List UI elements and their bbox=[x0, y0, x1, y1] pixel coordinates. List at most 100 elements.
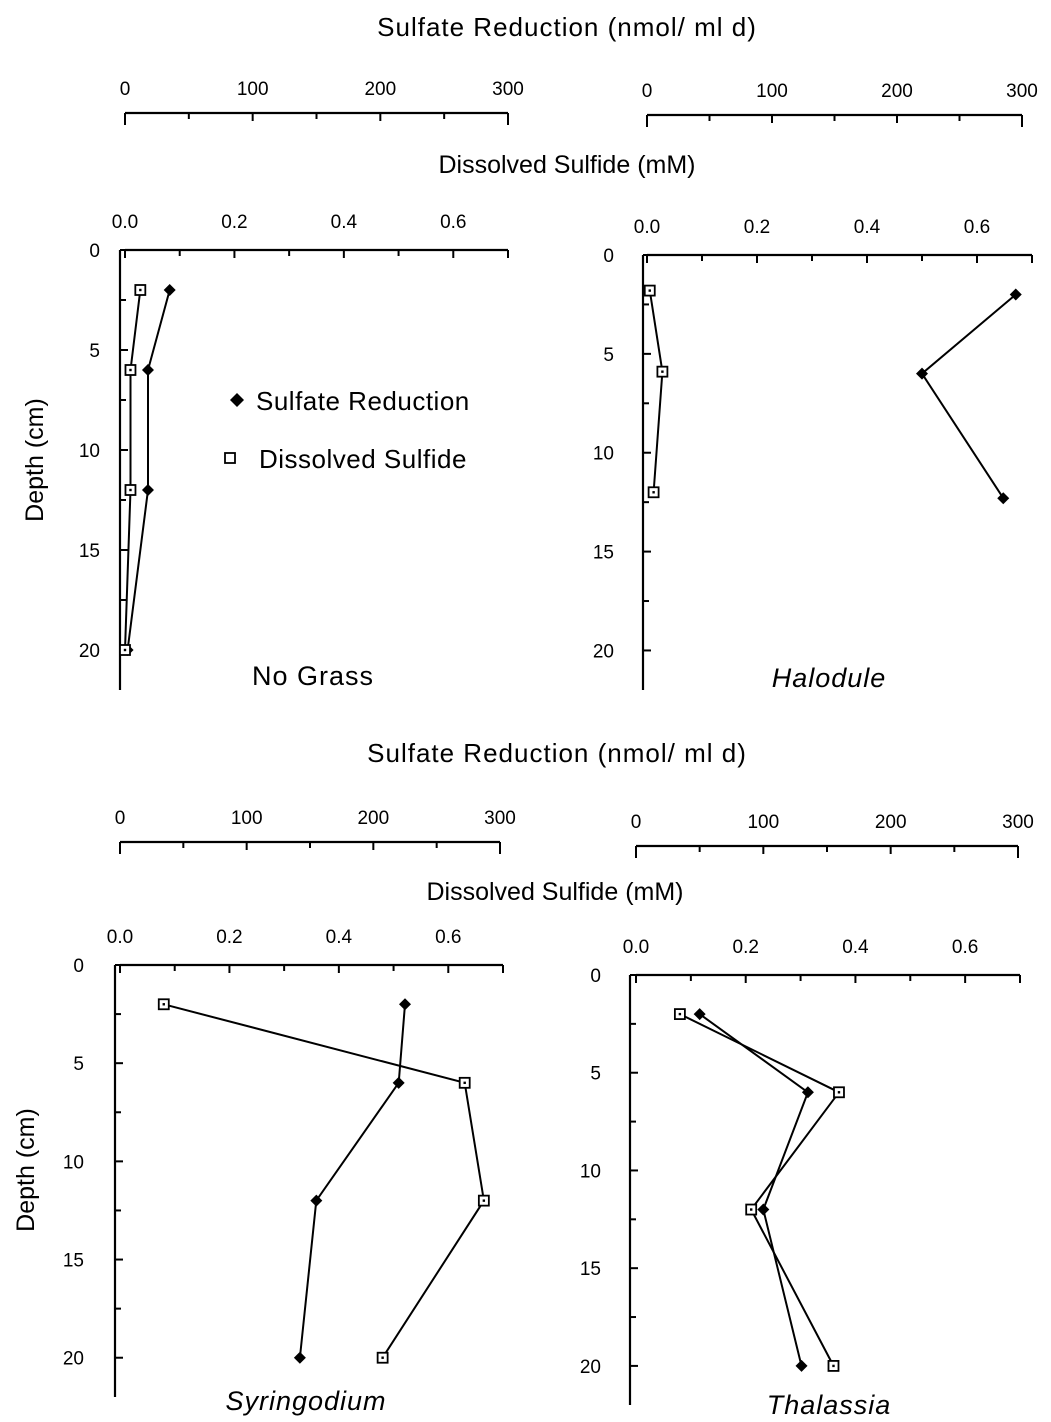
depth-tick-label: 15 bbox=[63, 1251, 84, 1272]
ds-tick-label: 0.0 bbox=[112, 212, 138, 233]
sulfate-reduction-point bbox=[997, 492, 1010, 505]
depth-tick-label: 20 bbox=[580, 1357, 601, 1378]
sulfate-reduction-point bbox=[916, 367, 928, 380]
ds-tick-label: 0.4 bbox=[842, 937, 869, 958]
sulfate-reduction-point bbox=[399, 998, 411, 1011]
depth-tick-label: 20 bbox=[79, 641, 100, 662]
sr-tick-label: 100 bbox=[756, 81, 788, 102]
ds-tick-label: 0.0 bbox=[634, 217, 660, 238]
sr-tick-label: 0 bbox=[120, 79, 131, 100]
panel-2: 0 100 200 300 0.0 0.2 0.4 0.6 0 5 10 15 20 Halodule bbox=[593, 81, 1038, 693]
header-sulfate-reduction-top: Sulfate Reduction (nmol/ ml d) bbox=[377, 12, 757, 42]
header-sulfate-reduction-bottom: Sulfate Reduction (nmol/ ml d) bbox=[367, 738, 747, 768]
dissolved-sulfide-point-center bbox=[463, 1081, 466, 1085]
ds-tick-label: 0.4 bbox=[326, 927, 353, 948]
depth-tick-label: 0 bbox=[89, 241, 100, 262]
sr-tick-label: 100 bbox=[231, 808, 263, 829]
depth-tick-label: 10 bbox=[63, 1152, 84, 1173]
depth-tick-label: 0 bbox=[73, 956, 84, 977]
dissolved-sulfide-point-center bbox=[129, 368, 132, 372]
legend-marker-dissolved-sulfide bbox=[224, 452, 236, 464]
header-dissolved-sulfide-bottom: Dissolved Sulfide (mM) bbox=[426, 878, 683, 906]
dissolved-sulfide-line bbox=[648, 290, 664, 493]
sr-tick-label: 200 bbox=[875, 812, 907, 833]
sulfate-reduction-point bbox=[795, 1359, 808, 1372]
sr-tick-label: 300 bbox=[1006, 81, 1038, 102]
dissolved-sulfide-point-center bbox=[678, 1012, 682, 1016]
legend-marker-sulfate-reduction bbox=[230, 393, 244, 407]
sulfate-reduction-point bbox=[392, 1076, 405, 1089]
legend: Sulfate Reduction Dissolved Sulfide bbox=[224, 386, 470, 474]
ds-tick-label: 0.0 bbox=[623, 937, 649, 958]
dissolved-sulfide-point-center bbox=[123, 648, 127, 652]
ds-tick-label: 0.2 bbox=[733, 937, 759, 958]
sr-tick-label: 300 bbox=[484, 808, 516, 829]
ds-tick-label: 0.4 bbox=[854, 217, 881, 238]
dissolved-sulfide-point-center bbox=[661, 370, 664, 373]
sr-tick-label: 300 bbox=[1002, 812, 1034, 833]
header-dissolved-sulfide-top: Dissolved Sulfide (mM) bbox=[438, 151, 695, 179]
sr-tick-label: 100 bbox=[237, 79, 269, 100]
sulfate-reduction-point bbox=[141, 484, 154, 496]
ds-tick-label: 0.0 bbox=[107, 927, 133, 948]
panel-1: 0 100 200 300 0.0 0.2 0.4 0.6 0 5 10 15 20 No Grass bbox=[79, 79, 524, 691]
sr-tick-label: 0 bbox=[115, 808, 126, 829]
sulfate-reduction-point bbox=[141, 364, 154, 376]
sr-tick-label: 200 bbox=[357, 808, 389, 829]
depth-tick-label: 15 bbox=[580, 1259, 601, 1280]
depth-tick-label: 5 bbox=[73, 1054, 84, 1075]
panel-title: Thalassia bbox=[767, 1390, 892, 1420]
sr-tick-label: 300 bbox=[492, 79, 524, 100]
sulfate-reduction-point bbox=[310, 1194, 323, 1207]
sulfate-reduction-point bbox=[693, 1008, 706, 1021]
dissolved-sulfide-line bbox=[679, 1013, 841, 1367]
depth-tick-label: 5 bbox=[590, 1064, 601, 1085]
sr-tick-label: 0 bbox=[642, 81, 653, 102]
sulfate-reduction-point bbox=[1009, 288, 1022, 301]
ds-tick-label: 0.6 bbox=[964, 217, 990, 238]
ds-tick-label: 0.6 bbox=[435, 927, 461, 948]
depth-tick-label: 10 bbox=[593, 444, 614, 465]
sulfate-reduction-line bbox=[126, 289, 171, 651]
dissolved-sulfide-point-center bbox=[652, 491, 655, 494]
depth-tick-label: 5 bbox=[603, 345, 614, 366]
panel-title: No Grass bbox=[252, 661, 374, 691]
ds-tick-label: 0.6 bbox=[952, 937, 978, 958]
sr-tick-label: 100 bbox=[747, 812, 779, 833]
depth-tick-label: 10 bbox=[79, 441, 100, 462]
panel-title: Halodule bbox=[772, 663, 887, 693]
depth-tick-label: 20 bbox=[593, 641, 614, 662]
sr-tick-label: 200 bbox=[881, 81, 913, 102]
dissolved-sulfide-point-center bbox=[139, 288, 142, 292]
sr-tick-label: 200 bbox=[364, 79, 396, 100]
dissolved-sulfide-line bbox=[163, 1003, 485, 1359]
dissolved-sulfide-point-center bbox=[482, 1199, 486, 1202]
ds-tick-label: 0.4 bbox=[331, 212, 358, 233]
ds-tick-label: 0.2 bbox=[744, 217, 770, 238]
legend-entry-sulfate-reduction: Sulfate Reduction bbox=[256, 386, 470, 416]
sulfate-reduction-line bbox=[298, 1004, 406, 1358]
sulfate-reduction-point bbox=[163, 284, 176, 296]
dissolved-sulfide-point-center bbox=[129, 488, 132, 492]
dissolved-sulfide-point-center bbox=[837, 1091, 841, 1094]
panel-title: Syringodium bbox=[225, 1386, 386, 1416]
depth-tick-label: 0 bbox=[603, 246, 614, 267]
dissolved-sulfide-point-center bbox=[648, 289, 651, 292]
dissolved-sulfide-point-center bbox=[832, 1364, 835, 1368]
depth-tick-label: 10 bbox=[580, 1161, 601, 1182]
depth-tick-label: 15 bbox=[593, 543, 614, 564]
depth-tick-label: 15 bbox=[79, 541, 100, 562]
sulfate-reduction-line bbox=[920, 293, 1017, 499]
panel-4: 0 100 200 300 0.0 0.2 0.4 0.6 0 5 10 15 20 Thalassia bbox=[580, 812, 1034, 1420]
sulfate-reduction-point bbox=[757, 1203, 770, 1216]
y-axis-label-bottom: Depth (cm) bbox=[12, 1108, 40, 1232]
sulfate-reduction-line bbox=[699, 1013, 810, 1367]
dissolved-sulfide-point-center bbox=[381, 1356, 384, 1359]
sr-tick-label: 0 bbox=[631, 812, 642, 833]
ds-tick-label: 0.2 bbox=[221, 212, 247, 233]
sulfate-reduction-point bbox=[801, 1086, 814, 1099]
dissolved-sulfide-line bbox=[124, 289, 142, 651]
depth-tick-label: 5 bbox=[89, 341, 100, 362]
ds-tick-label: 0.2 bbox=[216, 927, 242, 948]
